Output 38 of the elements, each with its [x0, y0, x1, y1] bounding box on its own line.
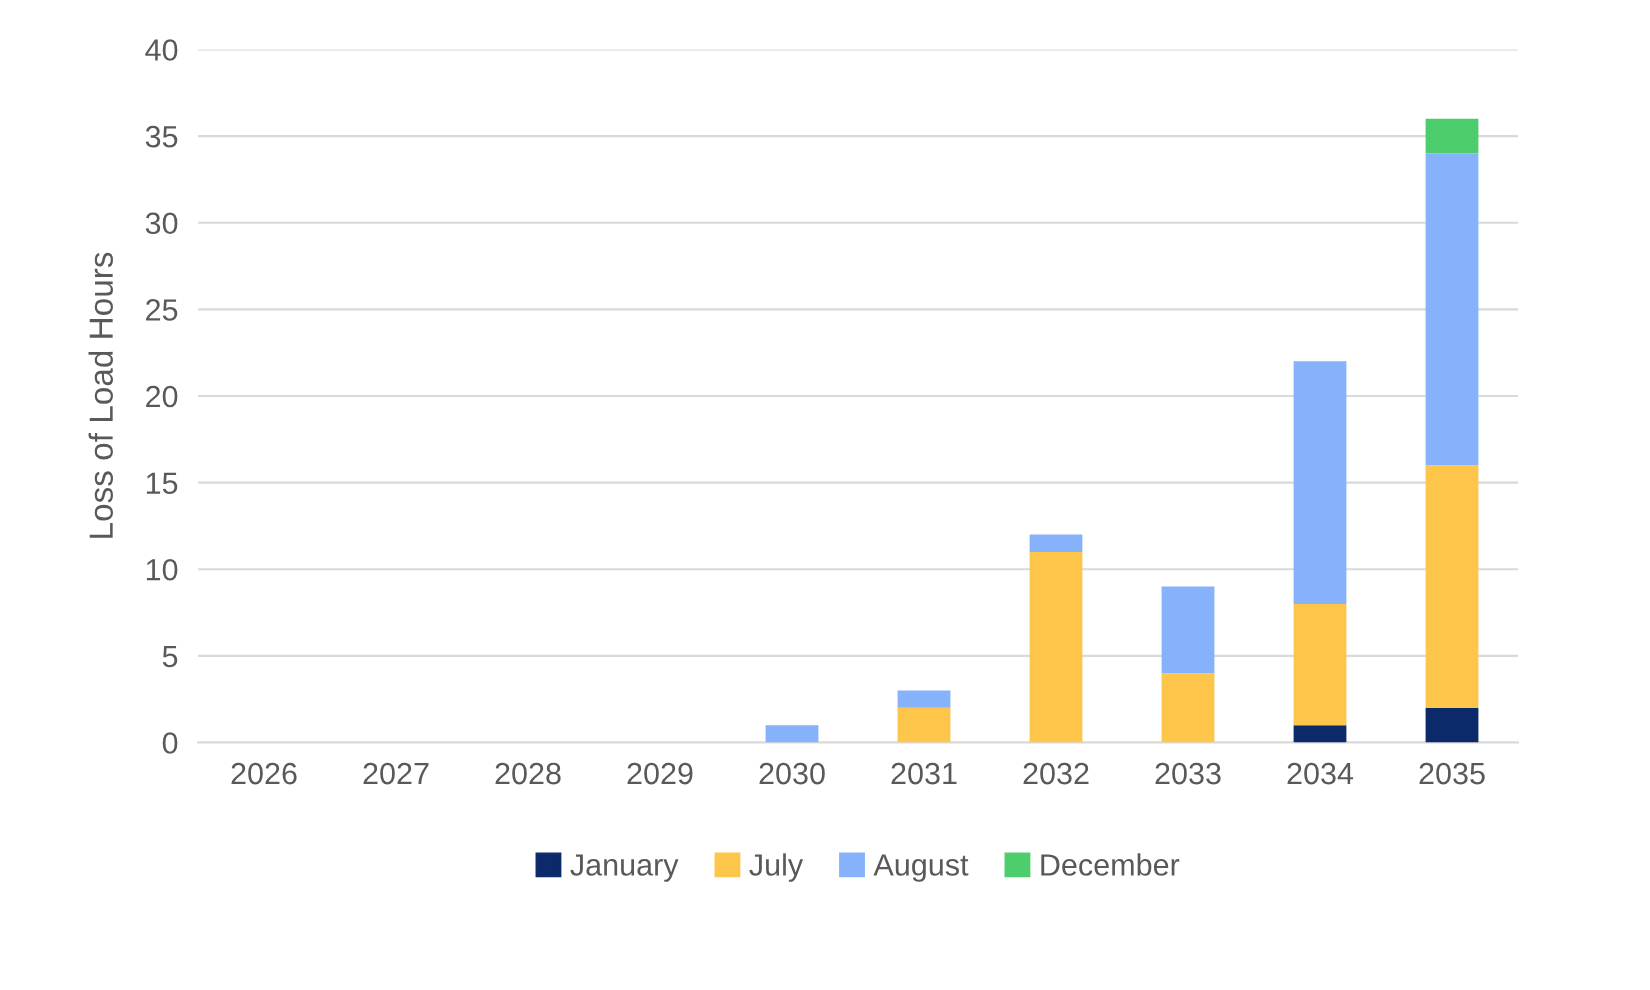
y-axis-title: Loss of Load Hours: [88, 252, 113, 538]
bar: [1293, 361, 1347, 604]
y-tick-label: 20: [146, 385, 178, 408]
bar: [897, 690, 951, 708]
x-tick-label: 2029: [627, 762, 693, 785]
legend-label: December: [1041, 853, 1180, 876]
bar: [1425, 465, 1479, 708]
bar: [1029, 534, 1083, 552]
legend-label: August: [873, 854, 969, 882]
y-tick-label: 15: [146, 472, 178, 494]
y-tick-label: 5: [162, 645, 178, 668]
y-tick-label: 10: [146, 558, 178, 581]
bar: [1425, 707, 1479, 743]
bar: [1293, 603, 1347, 726]
x-tick-label: 2034: [1287, 762, 1354, 785]
y-tick-label: 25: [146, 299, 178, 321]
bar: [1161, 673, 1215, 743]
bar: [1425, 153, 1479, 466]
legend-label: July: [749, 853, 804, 882]
x-tick-label: 2032: [1023, 762, 1089, 785]
x-tick-label: 2030: [759, 762, 825, 785]
y-tick-label: 30: [145, 212, 178, 235]
x-tick-label: 2026: [231, 762, 297, 785]
bar: [765, 725, 819, 743]
x-tick-label: 2035: [1419, 762, 1485, 785]
x-tick-label: 2031: [891, 762, 957, 785]
y-tick-label: 40: [145, 39, 178, 61]
y-tick-label: 35: [145, 125, 178, 148]
bar: [1029, 551, 1083, 743]
y-tick-label: 0: [162, 732, 178, 754]
x-tick-label: 2028: [495, 762, 561, 785]
x-tick-label: 2027: [363, 762, 429, 785]
bar: [1425, 118, 1479, 154]
bar: [1293, 725, 1347, 743]
bar: [1161, 586, 1215, 674]
bar: [897, 707, 951, 743]
x-tick-label: 2033: [1155, 762, 1221, 785]
legend-label: January: [570, 854, 679, 882]
